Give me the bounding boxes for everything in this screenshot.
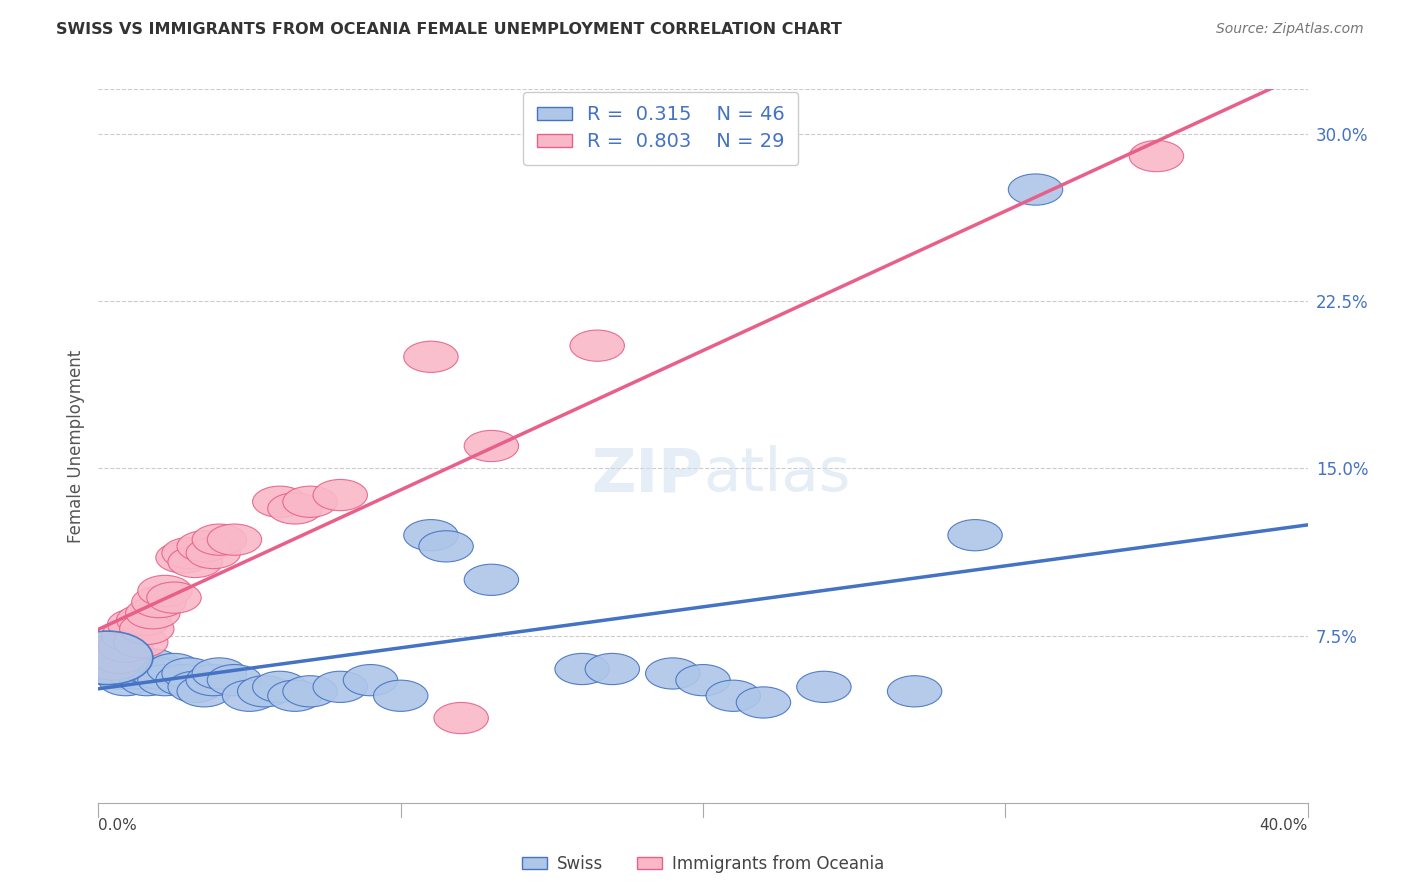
Text: ZIP: ZIP <box>591 445 703 504</box>
Ellipse shape <box>62 632 153 685</box>
Text: Source: ZipAtlas.com: Source: ZipAtlas.com <box>1216 22 1364 37</box>
Text: SWISS VS IMMIGRANTS FROM OCEANIA FEMALE UNEMPLOYMENT CORRELATION CHART: SWISS VS IMMIGRANTS FROM OCEANIA FEMALE … <box>56 22 842 37</box>
Legend: Swiss, Immigrants from Oceania: Swiss, Immigrants from Oceania <box>516 848 890 880</box>
Text: 0.0%: 0.0% <box>98 819 138 833</box>
Legend: R =  0.315    N = 46, R =  0.803    N = 29: R = 0.315 N = 46, R = 0.803 N = 29 <box>523 92 799 165</box>
Y-axis label: Female Unemployment: Female Unemployment <box>66 350 84 542</box>
Text: atlas: atlas <box>703 445 851 504</box>
Text: 40.0%: 40.0% <box>1260 819 1308 833</box>
